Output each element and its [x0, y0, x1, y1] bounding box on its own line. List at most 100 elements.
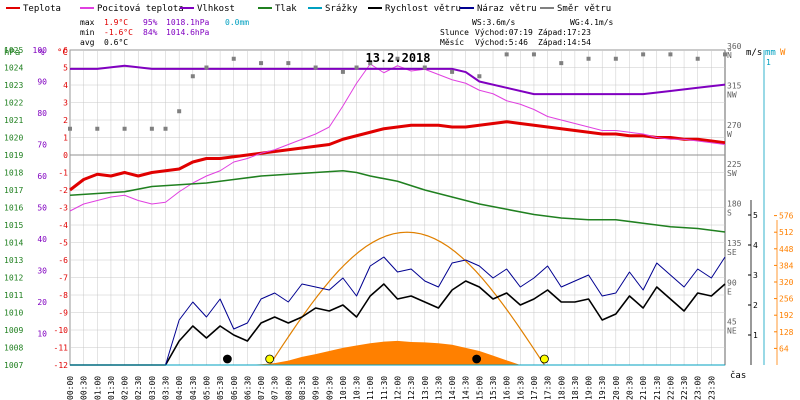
x-tick-label: 17:00 — [530, 376, 539, 400]
wind-direction-point — [450, 69, 455, 74]
x-tick-label: 14:00 — [448, 376, 457, 400]
unit-direction: ° — [727, 48, 732, 58]
legend-label-rychlost: Rychlost větru — [385, 4, 461, 14]
direction-tick-label: NW — [727, 90, 737, 99]
pressure-tick-label: 1007 — [4, 361, 23, 370]
humidity-tick-label: 10 — [37, 330, 47, 339]
pressure-tick-label: 1011 — [4, 291, 23, 300]
pressure-tick-label: 1024 — [4, 64, 23, 73]
humidity-tick-label: 70 — [37, 141, 47, 150]
grid — [69, 49, 725, 366]
x-tick-label: 06:30 — [243, 376, 252, 400]
direction-tick-value: 225 — [727, 160, 742, 169]
wind-direction-point — [122, 126, 127, 131]
series-line-pocitova-teplota — [69, 63, 726, 212]
wind-direction-point — [231, 56, 236, 61]
x-tick-label: 02:00 — [121, 376, 130, 400]
radiation-tick-label: 192 — [779, 311, 794, 320]
x-tick-label: 18:00 — [557, 376, 566, 400]
x-tick-label: 16:30 — [516, 376, 525, 400]
direction-tick-label: E — [727, 287, 732, 296]
legend-label-teplota: Teplota — [23, 4, 61, 14]
humidity-tick-label: 90 — [37, 78, 47, 87]
sun-rise: Východ:07:19 — [475, 28, 533, 37]
legend-label-tlak: Tlak — [275, 4, 297, 14]
wind-direction-point — [190, 74, 195, 79]
humidity-tick-label: 30 — [37, 267, 47, 276]
pressure-tick-label: 1013 — [4, 256, 23, 265]
wind-direction-point — [368, 61, 373, 66]
x-tick-label: 04:30 — [189, 376, 198, 400]
direction-tick-value: 315 — [727, 81, 742, 90]
humidity-tick-label: 80 — [37, 109, 47, 118]
rain-tick-label: 1 — [766, 58, 771, 67]
direction-tick-label: NE — [727, 327, 737, 336]
moon-label: Měsíc — [440, 38, 464, 47]
wind-wg: WG:4.1m/s — [570, 18, 614, 27]
moonrise-marker — [222, 354, 232, 364]
x-tick-label: 22:30 — [680, 376, 689, 400]
wind-direction-point — [395, 56, 400, 61]
direction-tick-label: S — [727, 209, 732, 218]
x-tick-label: 11:00 — [366, 376, 375, 400]
wind-direction-point — [68, 126, 72, 131]
legend-label-srazky: Srážky — [325, 4, 358, 14]
unit-rain: mm — [765, 48, 776, 58]
stat-max-rain: 0.0mm — [225, 18, 249, 27]
legend-label-smer: Směr větru — [557, 4, 611, 14]
direction-tick-label: W — [727, 130, 732, 139]
stat-max-temp: 1.9°C — [104, 18, 128, 27]
temperature-tick-label: 3 — [63, 99, 68, 108]
radiation-tick-label: 320 — [779, 278, 794, 287]
temperature-tick-label: -1 — [58, 169, 68, 178]
legend-label-vlhkost: Vlhkost — [197, 4, 235, 14]
x-tick-label: 12:00 — [394, 376, 403, 400]
wind-tick-label: 4 — [753, 241, 758, 250]
x-tick-label: 20:00 — [612, 376, 621, 400]
radiation-tick-label: 448 — [779, 245, 794, 254]
sun-layer — [247, 231, 545, 366]
moonset-marker — [472, 354, 482, 364]
x-tick-label: 11:30 — [380, 376, 389, 400]
radiation-tick-label: 64 — [779, 344, 789, 353]
pressure-tick-label: 1012 — [4, 274, 23, 283]
sun-set: Západ:17:23 — [538, 28, 591, 37]
stats-block: max 1.9°C 95% 1018.1hPa 0.0mm min -1.6°C… — [80, 18, 614, 47]
x-tick-label: 02:30 — [134, 376, 143, 400]
temperature-tick-label: 0 — [63, 151, 68, 160]
x-tick-label: 12:30 — [407, 376, 416, 400]
pressure-tick-label: 1009 — [4, 326, 23, 335]
stat-max-press: 1018.1hPa — [166, 18, 210, 27]
axes-layer: 00:00 00:30 01:00 01:30 02:00 02:30 03:00 03:30… — [4, 42, 794, 400]
wind-direction-point — [531, 52, 536, 57]
moon-rise: Východ:5:46 — [475, 38, 528, 47]
direction-tick-value: 270 — [727, 121, 742, 130]
unit-radiation: W — [780, 48, 786, 58]
x-tick-label: 06:00 — [230, 376, 239, 400]
wind-direction-point — [641, 52, 646, 57]
temperature-tick-label: -3 — [58, 204, 68, 213]
wind-direction-point — [559, 61, 564, 66]
x-tick-label: 23:30 — [707, 376, 716, 400]
pressure-tick-label: 1014 — [4, 239, 23, 248]
radiation-tick-label: 512 — [779, 228, 794, 237]
unit-temperature: °C — [57, 48, 68, 58]
x-tick-label: 01:30 — [107, 376, 116, 400]
temperature-tick-label: -12 — [54, 361, 69, 370]
direction-tick-value: 90 — [727, 278, 737, 287]
humidity-tick-label: 100 — [33, 46, 48, 55]
humidity-tick-label: 20 — [37, 298, 47, 307]
wind-direction-point — [668, 52, 673, 57]
wind-ws: WS:3.6m/s — [472, 18, 516, 27]
x-tick-label: 13:30 — [434, 376, 443, 400]
stat-min-temp: -1.6°C — [104, 28, 133, 37]
temperature-tick-label: -4 — [58, 221, 68, 230]
x-tick-label: 14:30 — [462, 376, 471, 400]
direction-tick-label: SW — [727, 169, 737, 178]
sun-label: Slunce — [440, 28, 469, 37]
radiation-tick-label: 256 — [779, 295, 794, 304]
humidity-tick-label: 60 — [37, 172, 47, 181]
unit-pressure: hPa — [4, 48, 20, 58]
wind-direction-point — [163, 126, 168, 131]
wind-tick-label: 1 — [753, 331, 758, 340]
